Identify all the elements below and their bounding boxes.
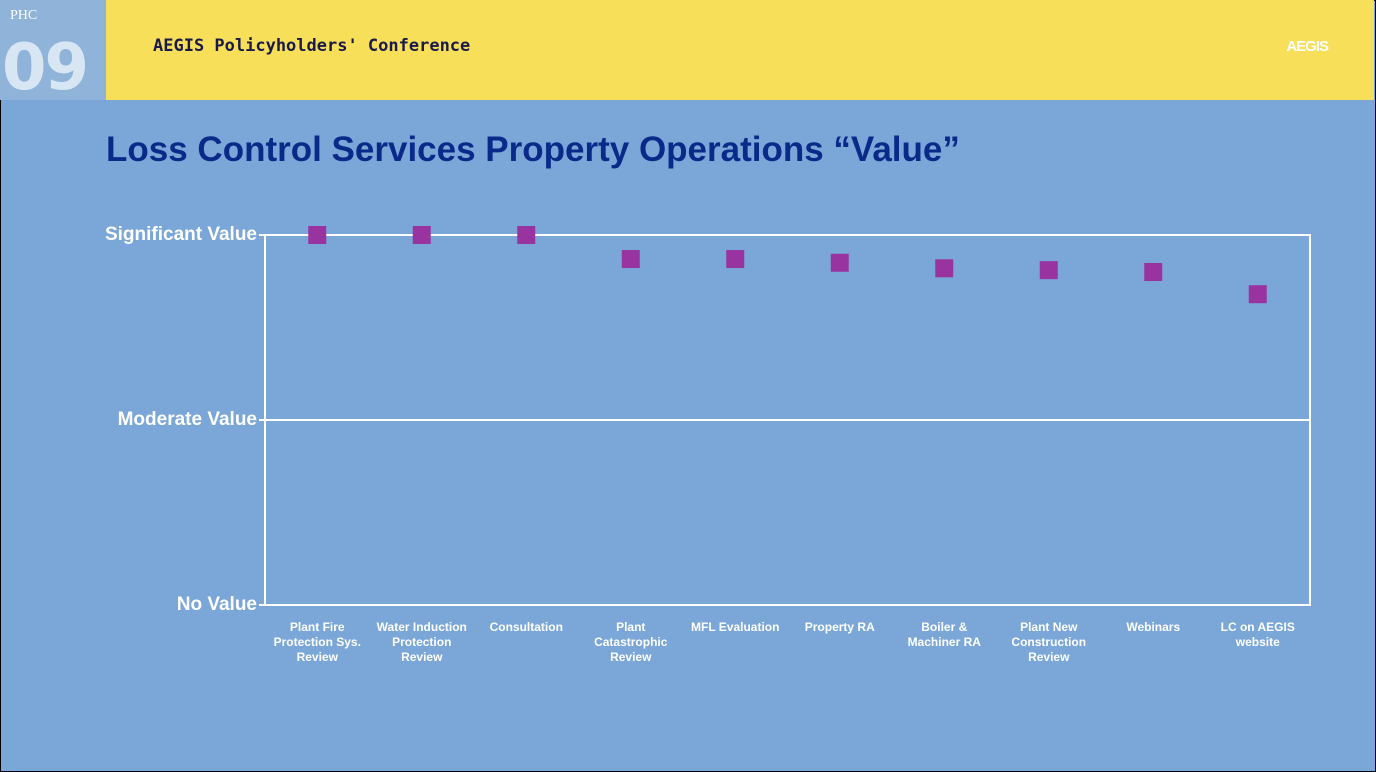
x-tick-label: Webinars xyxy=(1126,620,1181,634)
y-tick-label: Significant Value xyxy=(105,224,257,245)
chart-title: Loss Control Services Property Operation… xyxy=(106,130,960,169)
x-tick-label: Consultation xyxy=(489,620,563,634)
badge: PHC 09 xyxy=(0,0,106,100)
y-tick-label: Moderate Value xyxy=(118,409,257,430)
header: PHC 09 AEGIS Policyholders' Conference A… xyxy=(0,0,1374,100)
x-tick-label: Plant Fire Protection Sys. Review xyxy=(273,620,361,664)
x-tick-label: LC on AEGIS website xyxy=(1220,620,1295,649)
marker xyxy=(1248,285,1267,304)
marker xyxy=(517,226,536,244)
marker xyxy=(621,250,640,269)
y-tick-label: No Value xyxy=(177,594,257,615)
x-tick-label: MFL Evaluation xyxy=(691,620,780,634)
x-tick-label: Plant Catastrophic Review xyxy=(594,620,668,664)
badge-number: 09 xyxy=(2,31,89,105)
marker xyxy=(726,250,745,269)
marker xyxy=(412,226,431,244)
x-tick-label: Property RA xyxy=(804,620,875,634)
marker xyxy=(935,259,954,278)
x-tick-label: Plant New Construction Review xyxy=(1011,620,1087,664)
conference-name: AEGIS Policyholders' Conference xyxy=(153,36,471,56)
marker xyxy=(830,253,849,272)
marker xyxy=(308,226,327,244)
marker xyxy=(1144,263,1163,281)
x-tick-label: Boiler & Machiner RA xyxy=(907,620,981,649)
brand: AEGIS xyxy=(1286,38,1329,55)
x-tick-label: Water Induction Protection Review xyxy=(376,620,467,664)
marker xyxy=(1039,261,1058,280)
badge-top: PHC xyxy=(10,8,38,23)
